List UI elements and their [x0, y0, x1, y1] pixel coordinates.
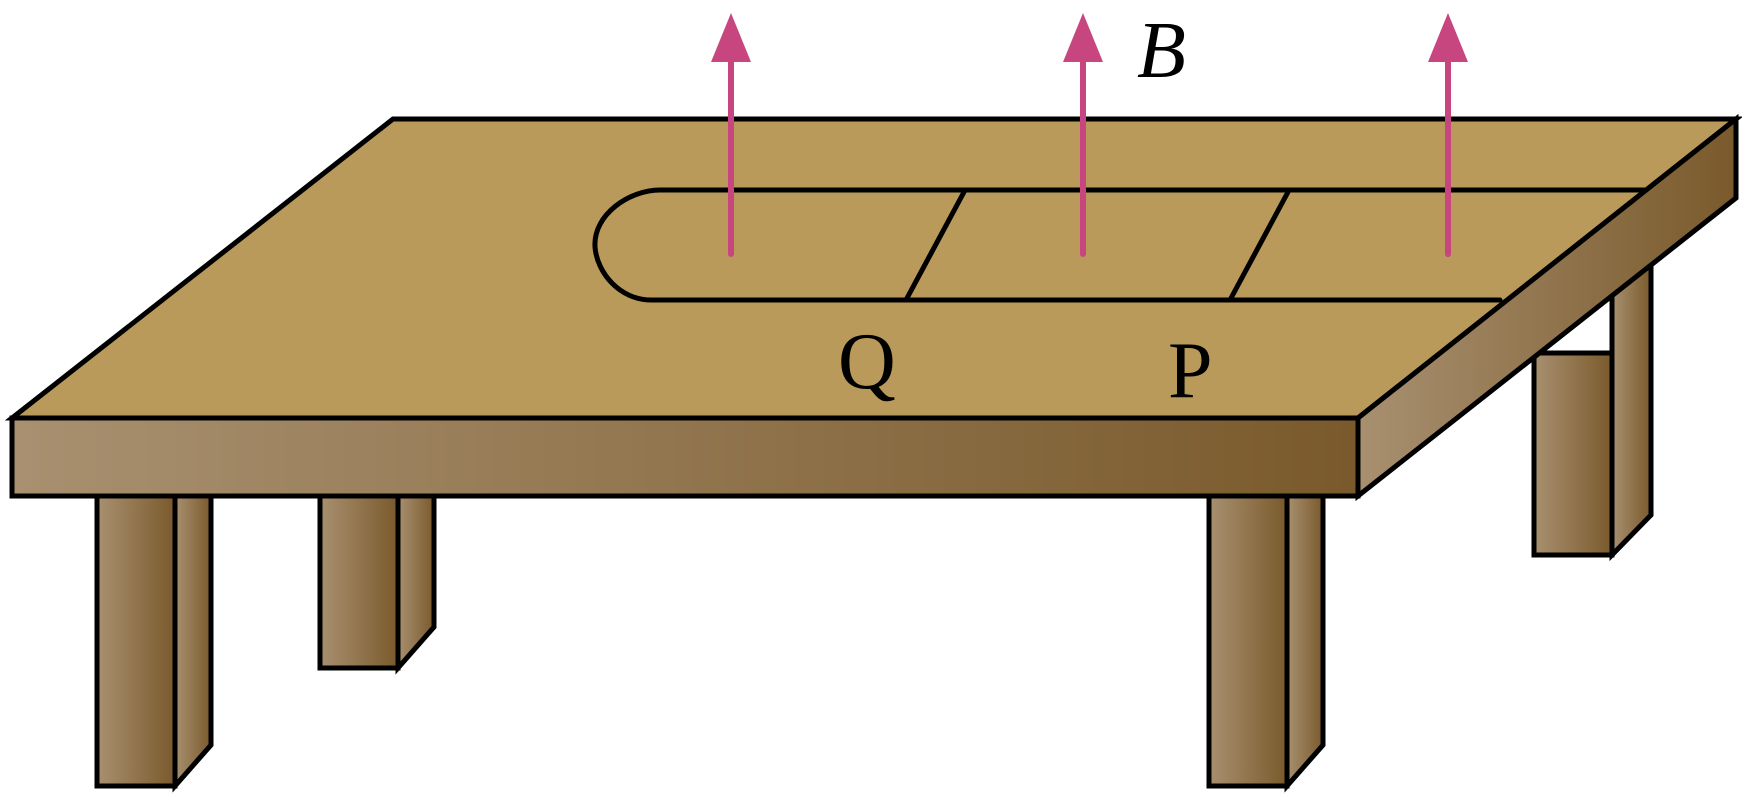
- rod-label-p: P: [1168, 327, 1213, 415]
- rod-p: [1227, 189, 1291, 303]
- u-shaped-rail: [592, 187, 1647, 303]
- rod-q: [903, 189, 967, 303]
- tabletop-front-edge: [9, 415, 1361, 499]
- table-leg-back-left: [317, 493, 437, 675]
- magnetic-field-arrow: [1063, 13, 1103, 257]
- magnetic-field-arrow: [711, 13, 751, 257]
- table-leg-front-right: [1206, 493, 1326, 793]
- table-leg-front-left: [94, 493, 214, 793]
- rod-label-q: Q: [838, 318, 896, 406]
- magnetic-field-arrow: [1428, 13, 1468, 257]
- field-label: B: [1137, 7, 1186, 95]
- tabletop-side-edge: [1355, 113, 1739, 502]
